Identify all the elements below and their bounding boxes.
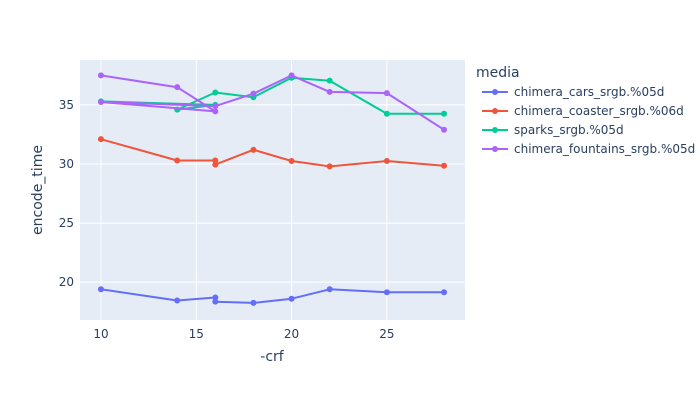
- data-point[interactable]: [288, 158, 295, 165]
- data-point[interactable]: [250, 90, 257, 97]
- data-point[interactable]: [212, 161, 219, 168]
- data-point[interactable]: [97, 136, 104, 143]
- legend-label: chimera_cars_srgb.%05d: [514, 85, 664, 99]
- x-tick-label: 20: [284, 327, 299, 341]
- legend-swatch-marker: [492, 89, 498, 95]
- data-point[interactable]: [383, 110, 390, 117]
- y-tick-label: 30: [59, 157, 74, 171]
- x-tick-label: 15: [189, 327, 204, 341]
- series-layer: [97, 72, 448, 306]
- data-point[interactable]: [212, 108, 219, 115]
- data-point[interactable]: [441, 162, 448, 169]
- data-point[interactable]: [97, 98, 104, 105]
- series: [97, 72, 448, 133]
- data-point[interactable]: [441, 110, 448, 117]
- data-point[interactable]: [97, 72, 104, 79]
- data-point[interactable]: [212, 298, 219, 305]
- y-tick-label: 25: [59, 216, 74, 230]
- y-tick-label: 20: [59, 275, 74, 289]
- legend-item[interactable]: chimera_fountains_srgb.%05d: [482, 142, 695, 156]
- series: [97, 136, 448, 170]
- x-axis-title: -crf: [260, 349, 285, 365]
- data-point[interactable]: [441, 289, 448, 296]
- data-point[interactable]: [250, 146, 257, 153]
- data-point[interactable]: [326, 88, 333, 95]
- y-tick-label: 35: [59, 98, 74, 112]
- data-point[interactable]: [288, 72, 295, 79]
- data-point[interactable]: [383, 289, 390, 296]
- legend-label: chimera_coaster_srgb.%06d: [514, 104, 684, 118]
- series: [97, 286, 448, 306]
- data-point[interactable]: [383, 90, 390, 97]
- data-point[interactable]: [174, 297, 181, 304]
- data-point[interactable]: [212, 103, 219, 110]
- data-point[interactable]: [97, 286, 104, 293]
- x-tick-label: 25: [379, 327, 394, 341]
- data-point[interactable]: [174, 157, 181, 164]
- data-point[interactable]: [326, 163, 333, 170]
- x-tick-labels: 10 15 20 25: [93, 327, 394, 341]
- legend-item[interactable]: chimera_cars_srgb.%05d: [482, 85, 664, 99]
- legend-swatch-marker: [492, 146, 498, 152]
- legend-label: sparks_srgb.%05d: [514, 123, 624, 137]
- data-point[interactable]: [212, 89, 219, 96]
- data-point[interactable]: [212, 294, 219, 301]
- y-axis-title: encode_time: [30, 145, 46, 235]
- data-point[interactable]: [326, 286, 333, 293]
- data-point[interactable]: [250, 299, 257, 306]
- legend-swatch-marker: [492, 108, 498, 114]
- data-point[interactable]: [212, 157, 219, 164]
- data-point[interactable]: [441, 126, 448, 133]
- x-tick-label: 10: [93, 327, 108, 341]
- data-point[interactable]: [174, 84, 181, 91]
- data-point[interactable]: [383, 158, 390, 165]
- legend-title: media: [476, 65, 520, 81]
- legend-item[interactable]: chimera_coaster_srgb.%06d: [482, 104, 684, 118]
- y-tick-labels: 20 25 30 35: [59, 98, 74, 289]
- data-point[interactable]: [288, 295, 295, 302]
- legend-item[interactable]: sparks_srgb.%05d: [482, 123, 624, 137]
- plot-background: [80, 60, 465, 320]
- data-point[interactable]: [326, 77, 333, 84]
- legend-label: chimera_fountains_srgb.%05d: [514, 142, 695, 156]
- series-line: [100, 74, 445, 131]
- legend-swatch-marker: [492, 127, 498, 133]
- legend[interactable]: chimera_cars_srgb.%05d chimera_coaster_sr…: [482, 85, 695, 156]
